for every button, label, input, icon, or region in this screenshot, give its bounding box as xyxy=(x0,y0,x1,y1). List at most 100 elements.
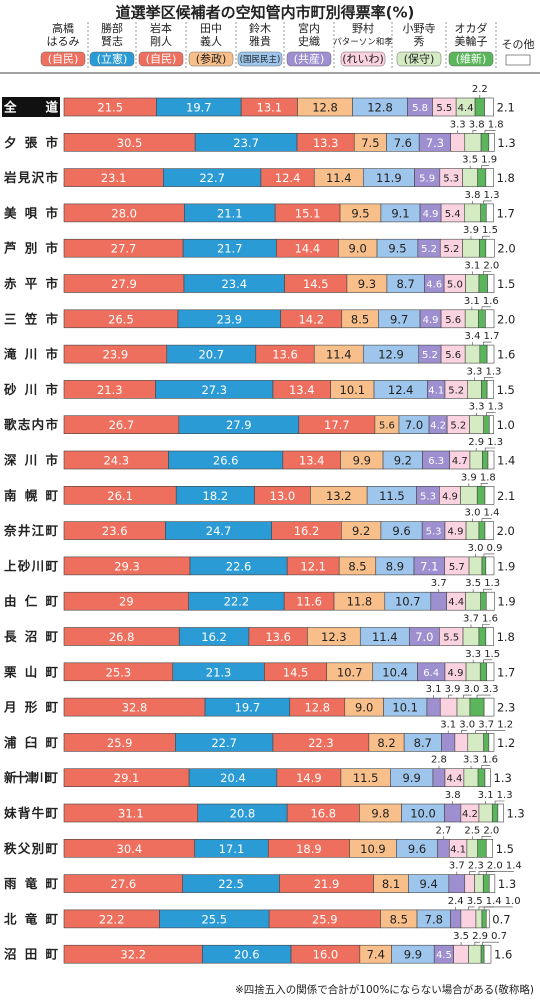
leader-line xyxy=(483,906,513,910)
value-label: 27.3 xyxy=(201,383,227,397)
bar-segment xyxy=(464,133,482,152)
bar-segment xyxy=(488,415,494,435)
bar-segment xyxy=(485,591,495,611)
leader-line xyxy=(480,483,488,487)
leader-line xyxy=(448,694,453,699)
value-label: 5.2 xyxy=(421,244,437,255)
bar-segment xyxy=(477,168,487,187)
leader-line xyxy=(494,800,505,804)
leader-line xyxy=(483,553,495,557)
value-label: 13.0 xyxy=(270,489,296,503)
leader-line xyxy=(463,694,472,699)
value-label: 1.2 xyxy=(497,719,513,730)
value-label: 21.9 xyxy=(314,877,340,891)
value-label: 23.9 xyxy=(103,348,129,362)
value-label: 29.1 xyxy=(114,771,140,785)
legend-swatch xyxy=(40,51,86,67)
value-label: 4.2 xyxy=(462,809,478,820)
bar-segment xyxy=(480,591,487,611)
value-label: 3.0 xyxy=(468,543,484,554)
value-label: 1.3 xyxy=(498,877,516,891)
bar-segment xyxy=(497,803,504,823)
value-label: 1.9 xyxy=(497,595,515,609)
value-label: 3.0 xyxy=(465,508,481,519)
leader-line xyxy=(481,306,491,310)
bar-segment xyxy=(482,874,490,893)
row-label: 沼田町 xyxy=(4,947,58,962)
value-label: 4.7 xyxy=(452,456,468,467)
legend-name: オカダ xyxy=(455,21,488,35)
leader-line xyxy=(483,341,492,346)
bar-segment xyxy=(485,203,494,223)
bar-segment xyxy=(477,768,486,788)
legend-name: 岩本 xyxy=(150,21,172,35)
bar-segment xyxy=(479,344,488,364)
value-label: 1.6 xyxy=(483,296,499,307)
value-label: 8.9 xyxy=(386,559,404,573)
value-label: 16.8 xyxy=(310,807,336,821)
bar-segment xyxy=(484,768,491,788)
value-label: 1.9 xyxy=(497,559,515,573)
leader-line xyxy=(474,941,481,946)
value-label: 3.1 xyxy=(464,261,480,272)
bar-segment xyxy=(485,909,490,929)
value-label: 6.3 xyxy=(428,456,444,467)
value-label: 1.3 xyxy=(497,136,515,150)
value-label: 27.7 xyxy=(111,242,137,256)
value-label: 22.7 xyxy=(211,736,237,750)
value-label: 22.2 xyxy=(99,912,125,926)
value-label: 7.6 xyxy=(394,136,412,150)
value-label: 13.4 xyxy=(299,454,325,468)
value-label: 5.3 xyxy=(426,527,442,538)
leader-line xyxy=(483,659,493,663)
value-label: 1.6 xyxy=(482,614,498,625)
bar-segment xyxy=(467,733,484,752)
value-label: 24.7 xyxy=(206,524,232,538)
leader-line xyxy=(476,694,491,699)
row-label: 長沼町 xyxy=(4,629,58,644)
legend-swatch xyxy=(505,54,531,66)
value-label: 9.2 xyxy=(352,524,370,538)
bar-segment xyxy=(453,944,469,964)
value-label: 1.6 xyxy=(497,348,515,362)
bar-segment xyxy=(462,627,480,646)
value-label: 30.4 xyxy=(117,842,143,856)
bar-segment xyxy=(484,485,495,505)
value-label: 1.3 xyxy=(506,807,524,821)
legend-swatch xyxy=(138,51,184,67)
leader-line xyxy=(461,730,468,734)
value-label: 3.0 xyxy=(459,719,475,730)
value-label: 2.4 xyxy=(448,896,464,907)
value-label: 13.6 xyxy=(272,348,298,362)
value-label: 3.3 xyxy=(463,755,479,766)
value-label: 3.8 xyxy=(465,190,481,201)
bar-segment xyxy=(485,838,494,858)
bar-segment xyxy=(483,415,490,435)
value-label: 2.3 xyxy=(468,861,484,872)
value-label: 3.3 xyxy=(466,366,482,377)
value-label: 12.4 xyxy=(388,383,414,397)
value-label: 2.7 xyxy=(436,825,452,836)
row-label: 歌志内市 xyxy=(4,417,58,432)
bar-segment xyxy=(475,909,483,929)
bar-segment xyxy=(468,556,483,576)
value-label: 25.9 xyxy=(107,736,133,750)
value-label: 11.9 xyxy=(376,171,402,185)
value-label: 2.0 xyxy=(483,261,499,272)
value-label: 3.8 xyxy=(469,119,485,130)
value-label: 1.0 xyxy=(505,896,521,907)
value-label: 29.3 xyxy=(114,559,140,573)
value-label: 18.9 xyxy=(296,842,322,856)
bar-segment xyxy=(486,380,494,399)
value-label: 32.2 xyxy=(120,948,146,962)
value-label: 9.0 xyxy=(355,701,373,715)
value-label: 4.1 xyxy=(428,385,444,396)
value-label: 2.0 xyxy=(487,861,503,872)
value-label: 7.5 xyxy=(361,136,379,150)
value-label: 12.8 xyxy=(304,701,330,715)
legend-party: (自民) xyxy=(146,53,177,66)
legend-name: その他 xyxy=(502,38,535,51)
bar-segment xyxy=(480,133,490,152)
value-label: 5.2 xyxy=(450,421,466,432)
